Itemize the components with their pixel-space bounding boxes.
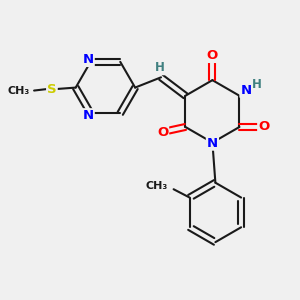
Text: CH₃: CH₃ — [146, 181, 168, 191]
Text: CH₃: CH₃ — [8, 85, 30, 96]
Text: O: O — [157, 125, 168, 139]
Text: N: N — [207, 137, 218, 150]
Text: O: O — [258, 121, 269, 134]
Text: O: O — [207, 49, 218, 62]
Text: N: N — [82, 53, 94, 66]
Text: N: N — [240, 84, 251, 97]
Text: H: H — [154, 61, 164, 74]
Text: H: H — [252, 78, 262, 91]
Text: N: N — [82, 109, 94, 122]
Text: S: S — [47, 82, 57, 96]
